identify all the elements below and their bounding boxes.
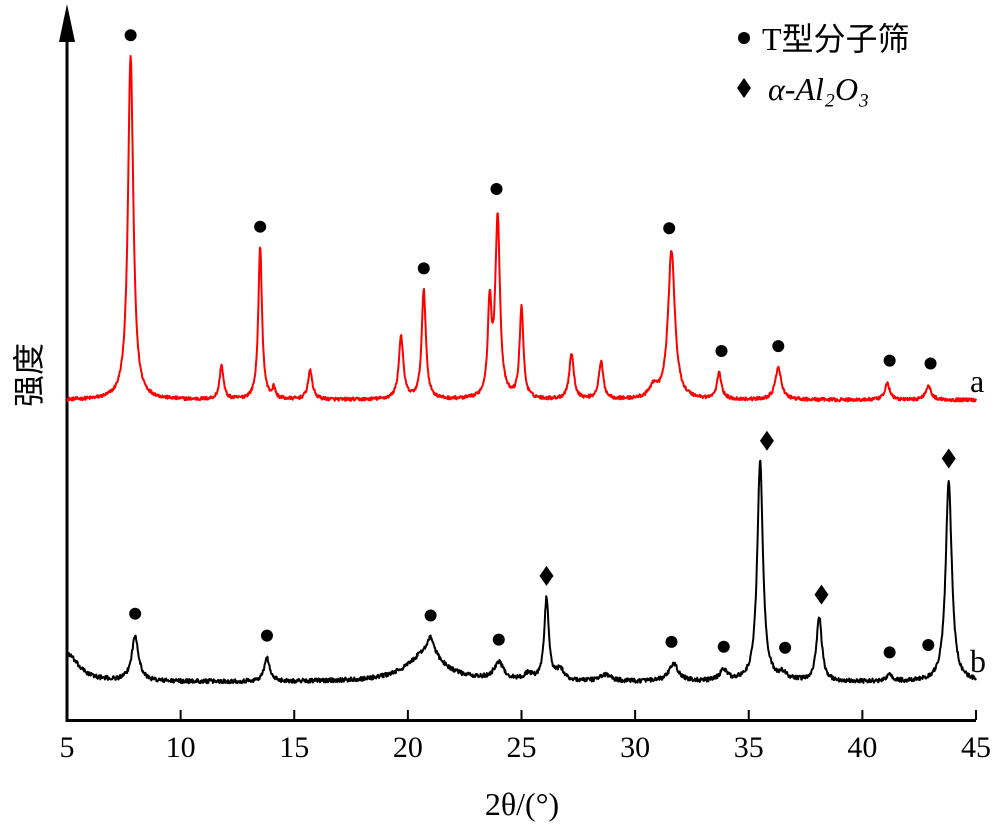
peak-marker-circle-icon bbox=[260, 629, 273, 642]
peak-marker-circle-icon bbox=[417, 262, 430, 275]
peak-marker-circle-icon bbox=[663, 222, 676, 235]
x-tick-label: 10 bbox=[166, 731, 196, 764]
peak-marker-circle-icon bbox=[924, 357, 937, 370]
peak-marker-diamond-icon bbox=[759, 430, 774, 451]
x-ticks: 5 10 15 20 25 30 35 40 45 bbox=[60, 710, 991, 764]
peak-marker-circle-icon bbox=[883, 646, 896, 659]
series-label-b: b bbox=[970, 643, 986, 679]
peak-marker-circle-icon bbox=[124, 29, 137, 42]
x-tick-label: 25 bbox=[507, 731, 537, 764]
peak-marker-circle-icon bbox=[129, 607, 142, 620]
peak-marker-diamond-icon bbox=[941, 448, 956, 469]
x-tick-label: 35 bbox=[734, 731, 764, 764]
peak-markers bbox=[124, 29, 956, 659]
x-tick-label: 20 bbox=[393, 731, 423, 764]
peak-marker-diamond-icon bbox=[814, 584, 829, 605]
peak-marker-circle-icon bbox=[883, 354, 896, 367]
peak-marker-circle-icon bbox=[490, 183, 503, 196]
y-axis-label: 强度 bbox=[11, 343, 47, 407]
legend: T型分子筛 α-Al₂O₃ bbox=[737, 21, 910, 107]
legend-circle-icon bbox=[738, 32, 750, 44]
x-tick-label: 5 bbox=[60, 731, 75, 764]
peak-marker-circle-icon bbox=[424, 609, 437, 622]
peak-marker-circle-icon bbox=[779, 641, 792, 654]
legend-diamond-icon bbox=[737, 78, 751, 98]
x-tick-label: 30 bbox=[620, 731, 650, 764]
traces bbox=[66, 55, 977, 685]
peak-marker-circle-icon bbox=[254, 220, 267, 233]
series-label-a: a bbox=[970, 363, 984, 399]
legend-label-alpha-alumina: α-Al₂O₃ bbox=[768, 71, 869, 107]
x-tick-label: 45 bbox=[961, 731, 991, 764]
x-tick-label: 40 bbox=[847, 731, 877, 764]
peak-marker-circle-icon bbox=[772, 340, 785, 353]
axes bbox=[59, 4, 976, 722]
peak-marker-diamond-icon bbox=[539, 565, 554, 586]
series-a-line bbox=[66, 55, 977, 403]
peak-marker-circle-icon bbox=[492, 633, 505, 646]
x-axis-label: 2θ/(°) bbox=[485, 786, 559, 822]
peak-marker-circle-icon bbox=[715, 344, 728, 357]
series-b-line bbox=[66, 459, 977, 685]
y-axis-arrow-icon bbox=[59, 4, 75, 42]
peak-marker-circle-icon bbox=[922, 638, 935, 651]
x-tick-label: 15 bbox=[279, 731, 309, 764]
peak-marker-circle-icon bbox=[665, 635, 678, 648]
peak-marker-circle-icon bbox=[717, 640, 730, 653]
legend-label-t-zeolite: T型分子筛 bbox=[762, 21, 910, 57]
